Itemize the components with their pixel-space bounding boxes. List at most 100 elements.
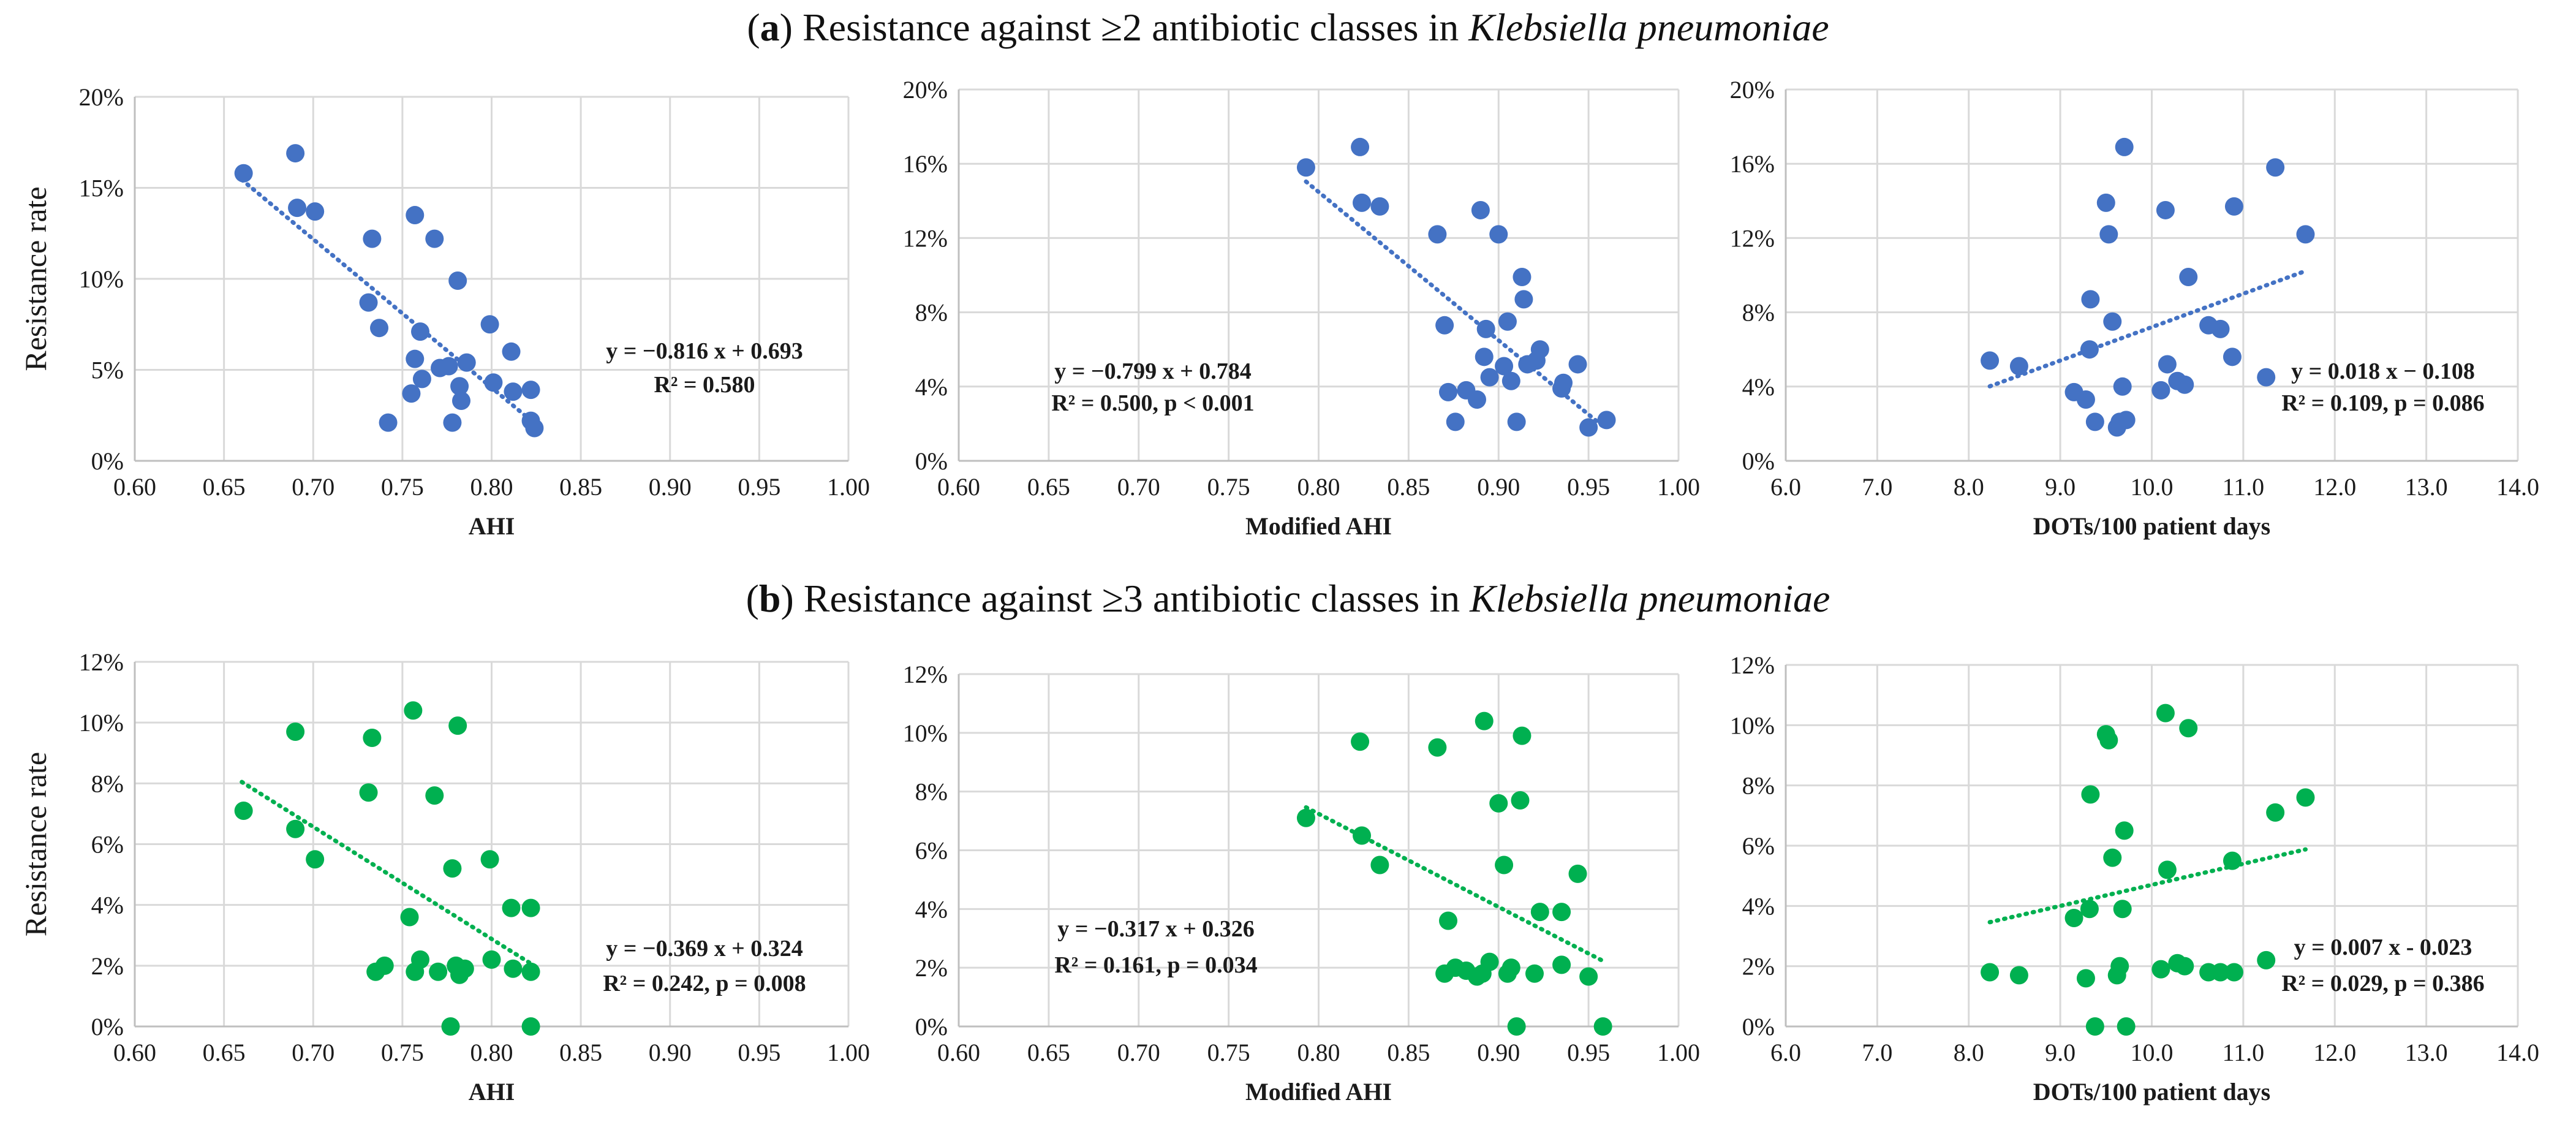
- regression-stats: R² = 0.161, p = 0.034: [1054, 952, 1257, 978]
- x-tick-label: 9.0: [2045, 1039, 2076, 1066]
- data-point: [234, 801, 253, 820]
- y-tick-label: 12%: [1730, 224, 1775, 252]
- data-point: [2080, 340, 2099, 359]
- y-axis-label: Resistance rate: [18, 186, 53, 371]
- regression-equation: y = −0.816 x + 0.693: [606, 338, 803, 364]
- data-point: [1568, 355, 1587, 374]
- data-point: [1525, 964, 1544, 983]
- data-point: [443, 413, 462, 432]
- data-point: [450, 377, 469, 396]
- data-point: [2223, 851, 2242, 870]
- data-point: [2266, 803, 2285, 822]
- y-tick-label: 0%: [915, 1013, 948, 1041]
- x-tick-label: 0.90: [649, 1039, 692, 1066]
- x-tick-label: 0.70: [1117, 473, 1160, 501]
- row-title-a-letter: a: [760, 6, 780, 49]
- x-tick-label: 1.00: [1657, 473, 1700, 501]
- x-axis-label: AHI: [469, 1078, 515, 1106]
- data-point: [370, 319, 389, 338]
- data-point: [1351, 137, 1370, 156]
- data-point: [2151, 381, 2170, 400]
- data-point: [411, 322, 429, 341]
- x-tick-label: 0.65: [203, 473, 246, 501]
- y-tick-label: 0%: [91, 447, 124, 475]
- data-point: [379, 413, 398, 432]
- x-tick-label: 12.0: [2313, 1039, 2356, 1066]
- data-point: [1501, 371, 1520, 390]
- data-point: [1981, 963, 2000, 982]
- trendline: [1987, 847, 2308, 925]
- data-points: [234, 701, 540, 1036]
- data-point: [402, 384, 421, 403]
- x-tick-label: 9.0: [2045, 473, 2076, 501]
- data-point: [359, 293, 378, 312]
- y-tick-label: 2%: [915, 954, 948, 982]
- data-point: [2103, 848, 2122, 867]
- x-tick-label: 0.80: [1297, 1039, 1340, 1066]
- x-tick-label: 1.00: [827, 1039, 870, 1066]
- data-point: [2076, 390, 2095, 409]
- x-tick-label: 0.65: [203, 1039, 246, 1066]
- data-point: [443, 859, 462, 878]
- data-point: [1489, 794, 1508, 813]
- gridlines: [1786, 88, 2519, 461]
- data-point: [2085, 1017, 2104, 1036]
- data-point: [1471, 200, 1490, 219]
- x-tick-label: 0.85: [559, 473, 602, 501]
- chart-panel-b-4: 0.60 0.65 0.70 0.75 0.80 0.85 0.90 0.95 1.00 0% 2%…: [903, 661, 1700, 1106]
- data-point: [2076, 969, 2095, 988]
- x-tick-label: 12.0: [2313, 473, 2356, 501]
- data-point: [2113, 377, 2132, 396]
- regression-equation: y = −0.799 x + 0.784: [1054, 358, 1251, 384]
- data-point: [2096, 193, 2115, 212]
- data-points: [1296, 137, 1616, 437]
- data-point: [2081, 785, 2100, 804]
- data-point: [2009, 357, 2028, 376]
- x-tick-label: 11.0: [2223, 473, 2265, 501]
- x-axis-label: AHI: [469, 512, 515, 540]
- trendline: [240, 177, 535, 424]
- data-point: [2081, 290, 2100, 309]
- y-tick-label: 16%: [1730, 150, 1775, 178]
- data-point: [1439, 382, 1457, 401]
- data-point: [363, 229, 382, 248]
- data-point: [1530, 903, 1549, 922]
- data-point: [448, 716, 467, 735]
- x-axis-label: DOTs/100 patient days: [2033, 1078, 2271, 1106]
- y-tick-label: 0%: [1742, 447, 1775, 475]
- data-point: [521, 898, 540, 917]
- data-point: [286, 723, 305, 742]
- x-tick-label: 0.70: [1117, 1039, 1160, 1066]
- x-axis-label: DOTs/100 patient days: [2033, 512, 2271, 540]
- data-point: [1428, 225, 1447, 244]
- data-point: [359, 783, 378, 802]
- y-tick-label: 12%: [903, 661, 948, 688]
- y-tick-label: 2%: [1742, 953, 1775, 981]
- data-point: [2113, 900, 2132, 919]
- y-tick-label: 6%: [1742, 832, 1775, 860]
- x-tick-label: 0.75: [1207, 1039, 1250, 1066]
- y-tick-label: 4%: [1742, 892, 1775, 920]
- data-point: [1507, 412, 1526, 431]
- data-point: [1489, 225, 1508, 244]
- y-tick-label: 8%: [915, 778, 948, 806]
- data-point: [234, 164, 253, 183]
- data-point: [1513, 268, 1532, 287]
- regression-stats: R² = 0.500, p < 0.001: [1051, 390, 1254, 416]
- data-point: [2223, 347, 2242, 366]
- chart-panel-b-3: 0.60 0.65 0.70 0.75 0.80 0.85 0.90 0.95 1.00 0% 2%…: [18, 648, 870, 1106]
- x-tick-label: 0.95: [738, 1039, 780, 1066]
- data-point: [2099, 225, 2118, 244]
- data-point: [1468, 390, 1486, 409]
- data-point: [1370, 197, 1389, 216]
- data-point: [2211, 963, 2230, 982]
- data-point: [2151, 960, 2170, 979]
- data-point: [1593, 1017, 1612, 1036]
- regression-equation: y = 0.018 x − 0.108: [2291, 358, 2475, 384]
- x-tick-label: 0.65: [1027, 1039, 1070, 1066]
- x-tick-label: 0.60: [937, 1039, 980, 1066]
- x-tick-label: 10.0: [2131, 1039, 2174, 1066]
- data-point: [2085, 412, 2104, 431]
- data-point: [1476, 319, 1495, 338]
- data-points: [234, 144, 544, 438]
